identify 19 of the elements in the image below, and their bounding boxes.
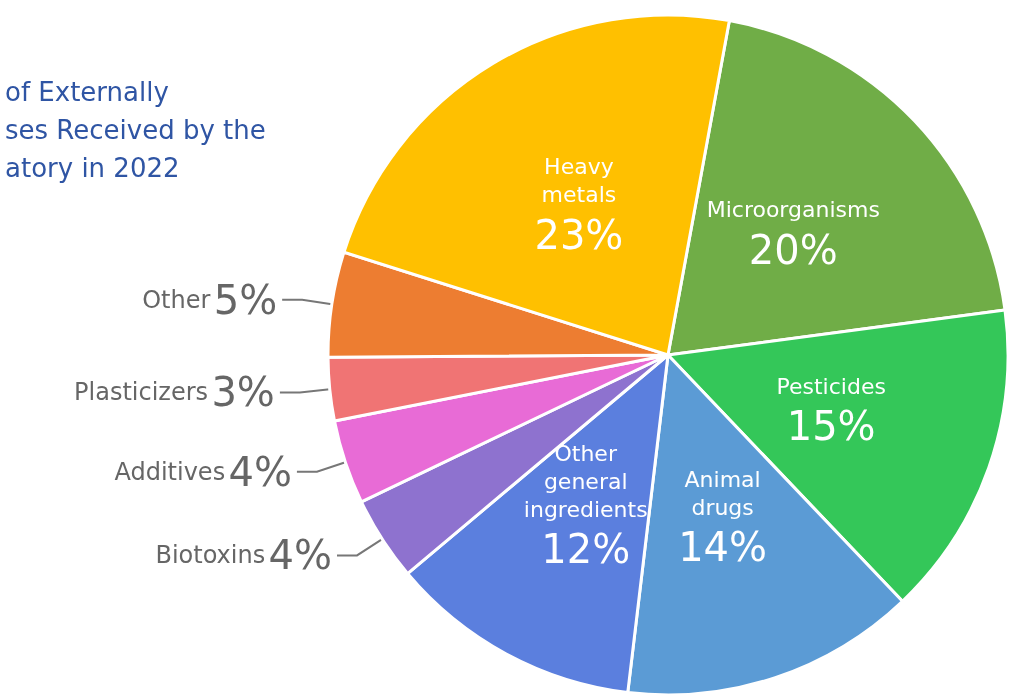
data-label: 23% [534,211,624,258]
data-label: 20% [748,226,838,273]
slice-label: Heavy metals [541,154,617,208]
data-label: 14% [678,524,768,571]
data-label: 4% [268,532,332,579]
data-label: 12% [541,526,631,573]
slice-label: Plasticizers [74,378,209,407]
data-label: 15% [786,403,876,450]
slice-label: Additives [114,457,226,486]
slice-label: Microorganisms [706,197,880,223]
slice-label: Biotoxins [155,541,266,570]
slice-label: Other [142,285,211,314]
data-label: 3% [211,369,275,416]
text: of Externally ses Received by the atory in 2022 [5,77,266,183]
slice-label: Animal drugs [684,466,761,520]
data-label: 5% [213,276,278,323]
data-label: 4% [228,448,292,495]
slice-label: Pesticides [776,373,886,399]
slice-label: Other general ingredients [523,440,648,522]
